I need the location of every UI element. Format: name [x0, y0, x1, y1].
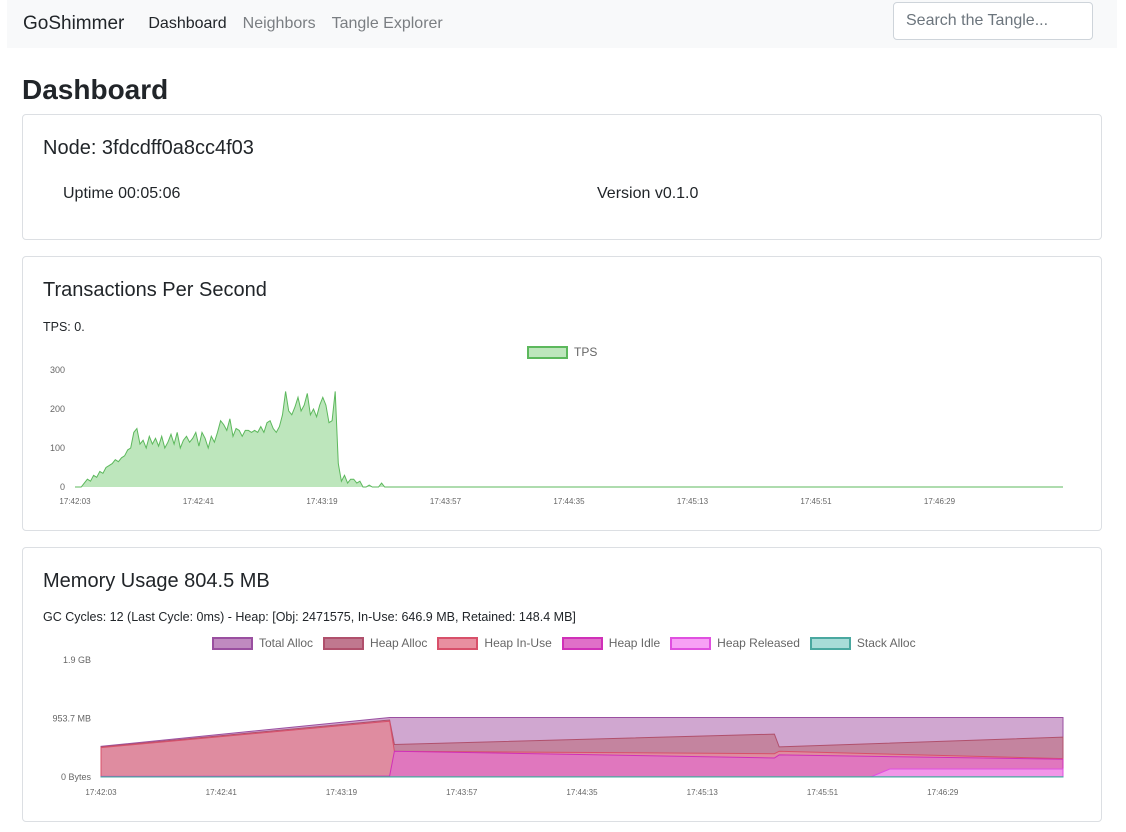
- legend-label: Heap Released: [717, 636, 800, 650]
- legend-swatch: [670, 636, 712, 650]
- x-tick-label: 17:42:03: [59, 497, 91, 506]
- x-tick-label: 17:43:57: [446, 788, 478, 797]
- nav-neighbors[interactable]: Neighbors: [242, 15, 316, 32]
- y-tick-label: 100: [50, 443, 65, 453]
- x-tick-label: 17:46:29: [924, 497, 956, 506]
- version: Version v0.1.0: [597, 185, 699, 202]
- legend-swatch: [437, 636, 479, 650]
- memory-chart: 0 Bytes 953.7 MB 1.9 GB 17:42:03 17:42:41 17:…: [52, 655, 1064, 797]
- legend-label: TPS: [574, 345, 598, 359]
- legend-label: Heap Idle: [608, 636, 661, 650]
- y-tick-label: 300: [50, 365, 65, 375]
- legend-label: Total Alloc: [259, 636, 314, 650]
- x-tick-label: 17:42:41: [183, 497, 215, 506]
- page-title: Dashboard: [22, 74, 169, 105]
- memory-legend: Total Alloc Heap Alloc Heap In-Use Heap Idl…: [212, 636, 926, 650]
- x-tick-label: 17:42:03: [85, 788, 117, 797]
- x-tick-label: 17:44:35: [553, 497, 585, 506]
- x-tick-label: 17:45:13: [687, 788, 719, 797]
- y-tick-label: 0 Bytes: [61, 772, 92, 782]
- legend-swatch: [323, 636, 365, 650]
- x-tick-label: 17:43:19: [306, 497, 338, 506]
- memory-title: Memory Usage 804.5 MB: [43, 570, 270, 592]
- legend-swatch: [212, 636, 253, 650]
- x-tick-label: 17:46:29: [927, 788, 959, 797]
- legend-item[interactable]: Heap In-Use: [437, 636, 552, 650]
- y-tick-label: 1.9 GB: [63, 655, 91, 665]
- legend-item[interactable]: Heap Released: [670, 636, 800, 650]
- memory-card: Memory Usage 804.5 MB GC Cycles: 12 (Las…: [22, 547, 1102, 822]
- search-input[interactable]: [893, 2, 1093, 40]
- x-tick-label: 17:45:13: [677, 497, 709, 506]
- legend-swatch: [561, 636, 603, 650]
- y-tick-label: 200: [50, 404, 65, 414]
- y-tick-label: 0: [60, 482, 65, 492]
- legend-item[interactable]: Stack Alloc: [809, 636, 916, 650]
- tps-status: TPS: 0.: [43, 320, 85, 334]
- x-tick-label: 17:42:41: [206, 788, 238, 797]
- brand[interactable]: GoShimmer: [23, 13, 125, 34]
- legend-label: Heap In-Use: [484, 636, 552, 650]
- tps-area: [75, 391, 1063, 487]
- tps-card: Transactions Per Second TPS: 0. TPS 0 100…: [22, 256, 1102, 531]
- x-tick-label: 17:45:51: [807, 788, 839, 797]
- legend-swatch: [527, 345, 568, 359]
- legend-label: Stack Alloc: [856, 636, 916, 650]
- x-tick-label: 17:43:19: [326, 788, 358, 797]
- legend-label: Heap Alloc: [370, 636, 428, 650]
- nav-dashboard[interactable]: Dashboard: [148, 15, 227, 32]
- tps-legend: TPS: [527, 345, 607, 359]
- x-tick-label: 17:44:35: [566, 788, 598, 797]
- legend-item[interactable]: Total Alloc: [212, 636, 313, 650]
- tps-chart: 0 100 200 300 17:42:03 17:42:41 17:43:19 17:43:…: [50, 365, 1063, 506]
- tps-title: Transactions Per Second: [43, 279, 267, 301]
- node-title: Node: 3fdcdff0a8cc4f03: [43, 137, 254, 159]
- x-tick-label: 17:45:51: [800, 497, 832, 506]
- nav-tangle-explorer[interactable]: Tangle Explorer: [331, 15, 443, 32]
- legend-item[interactable]: TPS: [527, 345, 597, 359]
- tps-line: [75, 391, 1063, 488]
- x-tick-label: 17:43:57: [430, 497, 462, 506]
- uptime: Uptime 00:05:06: [63, 185, 181, 202]
- memory-status: GC Cycles: 12 (Last Cycle: 0ms) - Heap: …: [43, 610, 576, 624]
- legend-swatch: [809, 636, 851, 650]
- legend-item[interactable]: Heap Alloc: [323, 636, 427, 650]
- legend-item[interactable]: Heap Idle: [561, 636, 661, 650]
- y-tick-label: 953.7 MB: [52, 714, 91, 724]
- navbar: GoShimmer Dashboard Neighbors Tangle Exp…: [7, 0, 1117, 48]
- node-card: Node: 3fdcdff0a8cc4f03 Uptime 00:05:06 V…: [22, 114, 1102, 240]
